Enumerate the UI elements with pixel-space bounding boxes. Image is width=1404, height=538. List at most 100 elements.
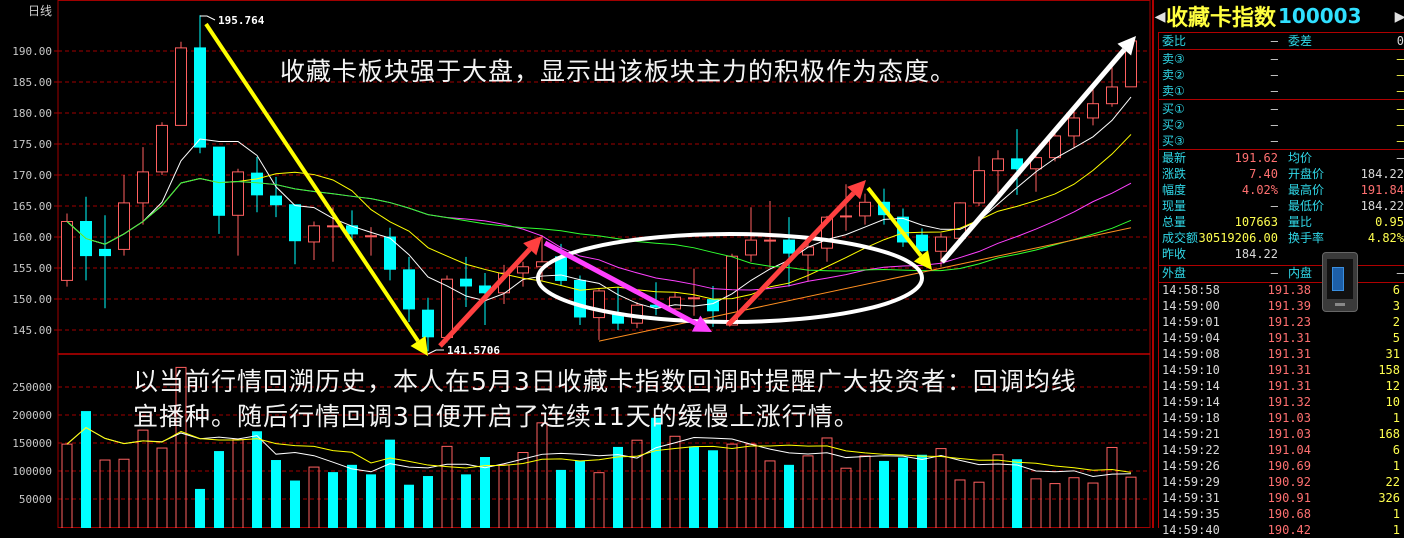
volume-bar (840, 467, 852, 528)
tick-volume: 12 (1385, 379, 1400, 393)
candle (308, 221, 320, 260)
volume-bar (366, 474, 376, 528)
weicha-label: 委差 (1288, 34, 1313, 48)
volume-bar (498, 464, 510, 528)
candle-body (156, 124, 168, 173)
volume-bar (1087, 482, 1099, 528)
candle (859, 193, 871, 225)
candle-body (935, 236, 947, 252)
candle-body (422, 309, 434, 338)
candle-body (859, 201, 871, 217)
volume-bar (517, 452, 529, 528)
phone-battery-icon[interactable] (1322, 252, 1358, 312)
volume-bar (593, 472, 605, 528)
next-symbol-arrow-icon[interactable]: ▶ (1394, 5, 1404, 27)
stat-value: 191.84 (1360, 183, 1404, 197)
level-label: 卖② (1162, 68, 1185, 82)
volume-bar (1030, 478, 1042, 528)
candle-body (1106, 86, 1118, 105)
candle (422, 297, 434, 352)
candle (251, 157, 263, 213)
price-tick-label: 180.00 (12, 107, 52, 120)
volume-bar (784, 464, 794, 528)
tick-time: 14:59:18 (1162, 411, 1220, 425)
stat-value: 30519206.00 (1198, 231, 1278, 245)
volume-bar (898, 457, 908, 528)
tick-time: 14:59:08 (1162, 347, 1220, 361)
volume-bar (1068, 477, 1080, 528)
candle-body (1068, 117, 1080, 137)
arrow-head (913, 250, 932, 270)
volume-bar (1049, 483, 1061, 528)
weibi-value: — (1270, 34, 1278, 48)
volume-bar (252, 431, 262, 528)
arrow-head (523, 236, 542, 256)
stat-row: 成交额 30519206.00 换手率 4.82% (1162, 230, 1404, 246)
down-arrow-yellow (866, 186, 932, 270)
volume-bar (195, 488, 205, 528)
tick-row: 14:59:21 191.03 168 (1162, 426, 1404, 442)
divider (1158, 282, 1404, 283)
volume-ma10-line (66, 426, 1132, 473)
tick-time: 14:59:04 (1162, 331, 1220, 345)
kline-chart[interactable]: 190.00 185.00 180.00 175.00 170.00 165.00 160.… (0, 0, 1152, 528)
stat-label: 总量 (1162, 215, 1187, 229)
stat-label: 幅度 (1162, 183, 1187, 197)
volume-bar (1012, 459, 1022, 528)
tick-row: 14:58:58 191.38 6 (1162, 282, 1404, 298)
volume-bar (802, 455, 814, 528)
volume-bar (271, 460, 281, 528)
candle (99, 215, 111, 309)
price-labels: 195.764 141.5706 (200, 14, 500, 357)
tick-row: 14:59:29 190.92 22 (1162, 474, 1404, 490)
candle-body (821, 216, 833, 249)
up-arrow-white (940, 36, 1136, 264)
volume-bar (61, 443, 73, 528)
tick-time: 14:59:14 (1162, 379, 1220, 393)
arrow-head (847, 180, 866, 200)
stat-value: 4.02% (1241, 183, 1278, 197)
volume-bar (214, 451, 224, 528)
candle-body (916, 234, 928, 252)
tick-volume: 3 (1392, 299, 1400, 313)
candle (194, 15, 206, 154)
tick-price: 191.03 (1267, 411, 1311, 425)
price-tick-label: 145.00 (12, 324, 52, 337)
level-price: — (1270, 52, 1278, 66)
low-label-leader (427, 349, 444, 355)
tick-volume: 5 (1392, 331, 1400, 345)
candle-body (384, 236, 396, 270)
candle (118, 175, 130, 256)
tick-price: 190.68 (1267, 507, 1311, 521)
arrow-head (1117, 36, 1136, 56)
candle (897, 208, 909, 247)
divider (1158, 149, 1404, 150)
volume-bar (973, 481, 985, 528)
stat-row: 总量 107663 量比 0.95 (1162, 214, 1404, 230)
period-label[interactable]: 日线 (28, 4, 53, 18)
tick-time: 14:59:22 (1162, 443, 1220, 457)
tick-time: 14:59:40 (1162, 523, 1220, 537)
tick-row: 14:59:31 190.91 326 (1162, 490, 1404, 506)
candle-body (897, 216, 909, 243)
level-volume: — (1396, 84, 1404, 98)
candle-body (1087, 103, 1099, 119)
tick-row: 14:59:35 190.68 1 (1162, 506, 1404, 522)
prev-symbol-arrow-icon[interactable]: ◀ (1154, 5, 1166, 27)
annotation-bottom-line2: 宜播种。随后行情回调3日便开启了连续11天的缓慢上涨行情。 (133, 402, 860, 431)
arrow-head (410, 336, 428, 356)
candle (688, 268, 700, 316)
volume-bar (821, 437, 833, 528)
y-axis: 190.00 185.00 180.00 175.00 170.00 165.00 160.… (12, 45, 52, 506)
candle (1087, 86, 1099, 126)
volume-bar (689, 446, 699, 528)
volume-bar (726, 443, 738, 528)
tick-time: 14:58:58 (1162, 283, 1220, 297)
tick-row: 14:59:01 191.23 2 (1162, 314, 1404, 330)
tick-volume: 6 (1392, 283, 1400, 297)
candle (232, 168, 244, 256)
volume-bar (99, 459, 111, 528)
tick-time: 14:59:01 (1162, 315, 1220, 329)
volume-bar (917, 454, 927, 528)
candle-body (194, 47, 206, 148)
